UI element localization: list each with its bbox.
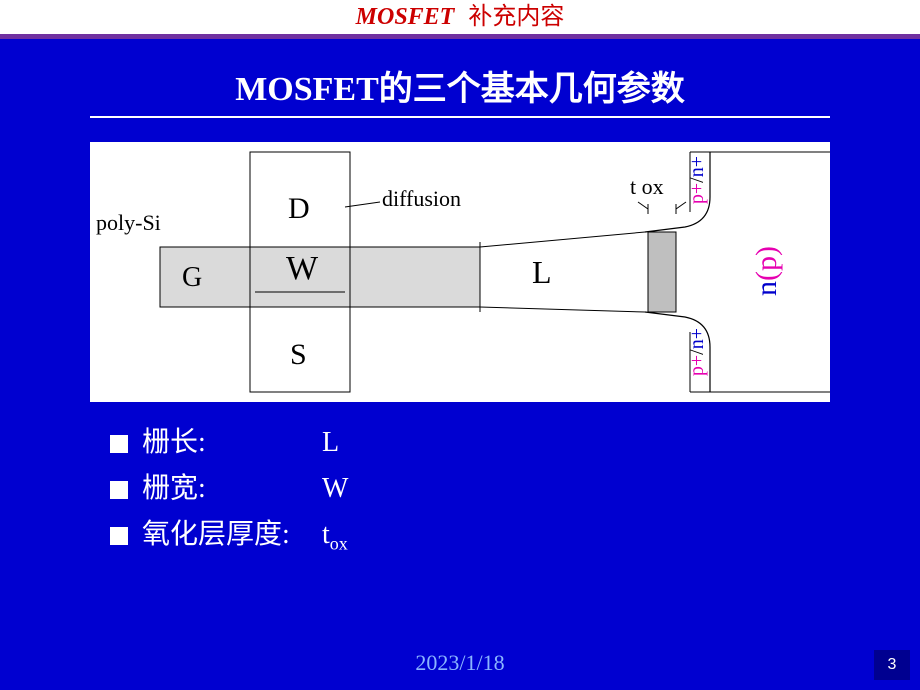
bullet-icon <box>110 527 128 545</box>
title-wrap: MOSFET的三个基本几何参数 <box>0 39 920 126</box>
label-tox: t ox <box>630 174 664 200</box>
label-pn-bot: p+/n+ <box>686 328 709 376</box>
slide-header: MOSFET 补充内容 <box>0 0 920 34</box>
bullet-value: tox <box>322 519 348 555</box>
header-mosfet: MOSFET <box>356 4 455 30</box>
bullet-label: 氧化层厚度: <box>142 512 322 552</box>
mosfet-diagram: poly-Si diffusion D S G W L t ox p+/n+ p… <box>90 142 830 402</box>
label-np: n(p) <box>750 246 784 296</box>
label-diffusion: diffusion <box>382 186 461 212</box>
label-pn-top: p+/n+ <box>686 156 709 204</box>
bullet-row: 栅长: L <box>110 420 920 460</box>
footer-date: 2023/1/18 <box>0 650 920 676</box>
bullet-row: 氧化层厚度: tox <box>110 512 920 555</box>
label-W: W <box>286 250 318 288</box>
header-subtitle: 补充内容 <box>468 4 564 30</box>
bullet-list: 栅长: L 栅宽: W 氧化层厚度: tox <box>110 420 920 555</box>
bullet-value: W <box>322 473 348 505</box>
bullet-row: 栅宽: W <box>110 466 920 506</box>
bullet-value: L <box>322 427 339 459</box>
label-poly-si: poly-Si <box>96 210 161 236</box>
bullet-icon <box>110 481 128 499</box>
label-D: D <box>288 192 310 226</box>
page-number: 3 <box>874 650 910 680</box>
bullet-label: 栅长: <box>142 420 322 460</box>
bullet-label: 栅宽: <box>142 466 322 506</box>
slide-title: MOSFET的三个基本几何参数 <box>0 61 920 110</box>
title-underline <box>90 116 830 118</box>
label-L: L <box>532 254 552 291</box>
label-S: S <box>290 338 307 372</box>
slide: MOSFET 补充内容 MOSFET的三个基本几何参数 <box>0 0 920 690</box>
bullet-icon <box>110 435 128 453</box>
label-G: G <box>182 262 202 294</box>
